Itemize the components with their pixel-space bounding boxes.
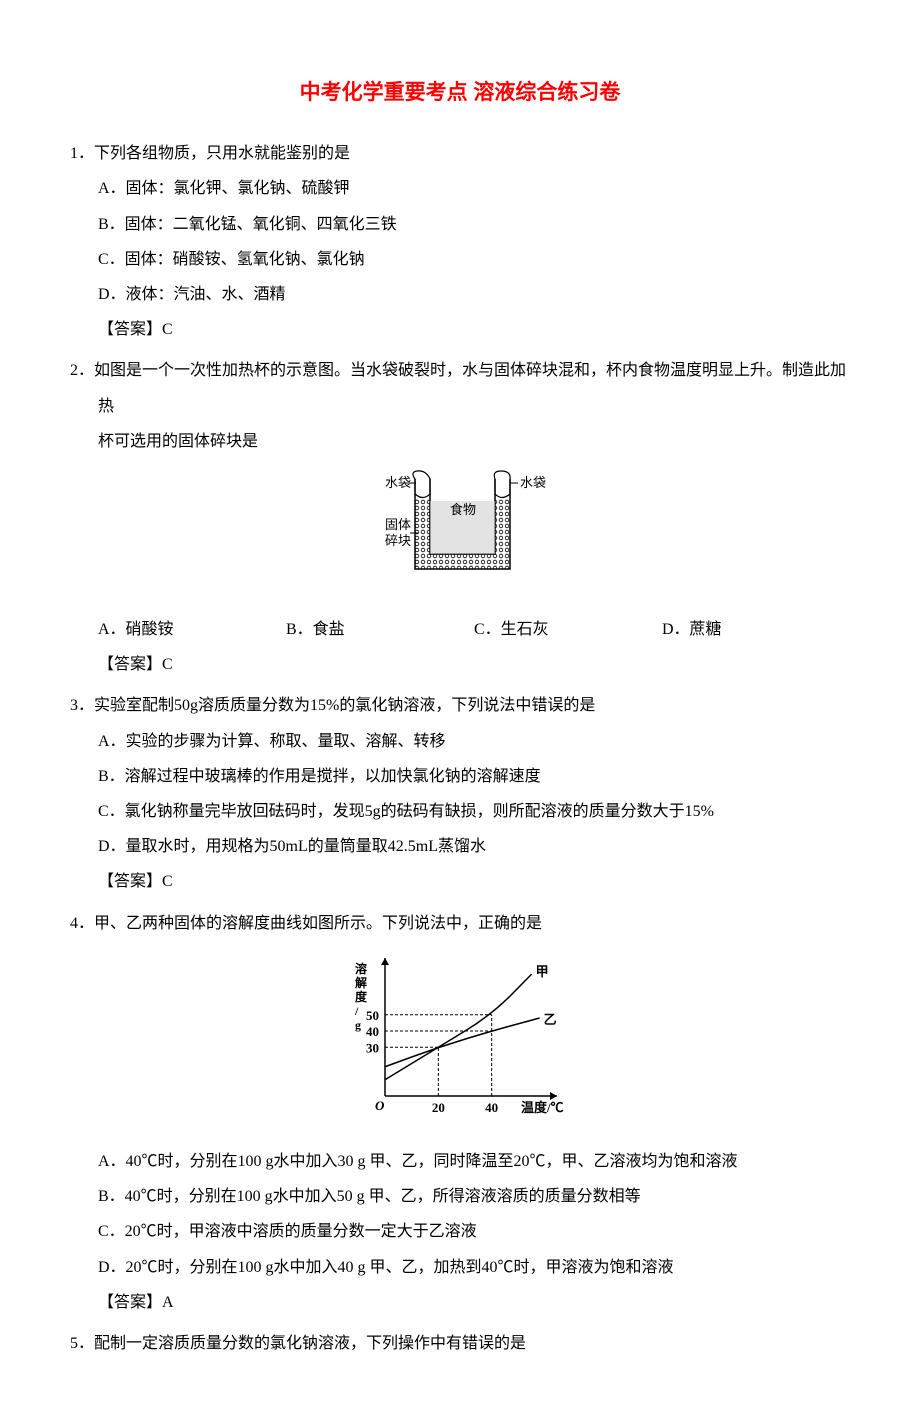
q2-stem-cont: 杯可选用的固体碎块是 [70,424,850,459]
svg-text:40: 40 [485,1100,498,1115]
q2-stem: 2．如图是一个一次性加热杯的示意图。当水袋破裂时，水与固体碎块混和，杯内食物温度… [70,353,850,423]
label-solid: 固体 [385,517,411,532]
q2-options-row: A．硝酸铵 B．食盐 C．生石灰 D．蔗糖 [70,612,850,647]
question-5: 5．配制一定溶质质量分数的氯化钠溶液，下列操作中有错误的是 [70,1326,850,1361]
svg-text:/: / [354,1004,359,1018]
svg-text:30: 30 [366,1040,379,1055]
q2-option-c: C．生石灰 [474,612,662,647]
q3-option-c: C．氯化钠称量完毕放回砝码时，发现5g的砝码有缺损，则所配溶液的质量分数大于15… [70,794,850,829]
q4-option-b: B．40℃时，分别在100 g水中加入50 g 甲、乙，所得溶液溶质的质量分数相… [70,1179,850,1214]
page-title: 中考化学重要考点 溶液综合练习卷 [70,70,850,116]
q4-option-c: C．20℃时，甲溶液中溶质的质量分数一定大于乙溶液 [70,1214,850,1249]
q3-option-d: D．量取水时，用规格为50mL的量筒量取42.5mL蒸馏水 [70,829,850,864]
label-chunks: 碎块 [385,533,411,548]
svg-text:40: 40 [366,1024,379,1039]
label-food: 食物 [450,502,476,517]
q3-option-a: A．实验的步骤为计算、称取、量取、溶解、转移 [70,724,850,759]
q3-option-b: B．溶解过程中玻璃棒的作用是搅拌，以加快氯化钠的溶解速度 [70,759,850,794]
question-4: 4．甲、乙两种固体的溶解度曲线如图所示。下列说法中，正确的是 304050204… [70,906,850,1320]
svg-text:20: 20 [432,1100,445,1115]
label-waterbag-left: 水袋 [385,475,411,490]
svg-text:温度/℃: 温度/℃ [521,1100,564,1115]
svg-text:解: 解 [355,975,367,990]
q4-chart: 3040502040O溶解度/g温度/℃甲乙 [70,951,850,1134]
svg-text:溶: 溶 [355,961,367,976]
question-2: 2．如图是一个一次性加热杯的示意图。当水袋破裂时，水与固体碎块混和，杯内食物温度… [70,353,850,682]
svg-text:甲: 甲 [536,964,549,979]
q2-diagram: 水袋 水袋 固体 碎块 食物 [70,469,850,602]
q1-option-c: C．固体：硝酸铵、氢氧化钠、氯化钠 [70,242,850,277]
q3-answer: 【答案】C [70,864,850,899]
q2-option-a: A．硝酸铵 [98,612,286,647]
question-1: 1．下列各组物质，只用水就能鉴别的是 A．固体：氯化钾、氯化钠、硫酸钾 B．固体… [70,136,850,347]
q4-answer: 【答案】A [70,1285,850,1320]
q1-option-a: A．固体：氯化钾、氯化钠、硫酸钾 [70,171,850,206]
svg-text:度: 度 [355,989,368,1004]
q1-stem: 1．下列各组物质，只用水就能鉴别的是 [70,136,850,171]
svg-text:50: 50 [366,1008,379,1023]
q1-option-b: B．固体：二氧化锰、氧化铜、四氧化三铁 [70,207,850,242]
q4-stem: 4．甲、乙两种固体的溶解度曲线如图所示。下列说法中，正确的是 [70,906,850,941]
label-waterbag-right: 水袋 [520,475,546,490]
question-3: 3．实验室配制50g溶质质量分数为15%的氯化钠溶液，下列说法中错误的是 A．实… [70,688,850,899]
svg-text:乙: 乙 [544,1012,557,1027]
q5-stem: 5．配制一定溶质质量分数的氯化钠溶液，下列操作中有错误的是 [70,1326,850,1361]
q2-answer: 【答案】C [70,647,850,682]
q2-option-d: D．蔗糖 [662,612,850,647]
svg-text:g: g [355,1018,361,1032]
q1-option-d: D．液体：汽油、水、酒精 [70,277,850,312]
q4-option-d: D．20℃时，分别在100 g水中加入40 g 甲、乙，加热到40℃时，甲溶液为… [70,1250,850,1285]
q1-answer: 【答案】C [70,312,850,347]
q2-option-b: B．食盐 [286,612,474,647]
svg-text:O: O [375,1098,385,1113]
q3-stem: 3．实验室配制50g溶质质量分数为15%的氯化钠溶液，下列说法中错误的是 [70,688,850,723]
q4-option-a: A．40℃时，分别在100 g水中加入30 g 甲、乙，同时降温至20℃，甲、乙… [70,1144,850,1179]
